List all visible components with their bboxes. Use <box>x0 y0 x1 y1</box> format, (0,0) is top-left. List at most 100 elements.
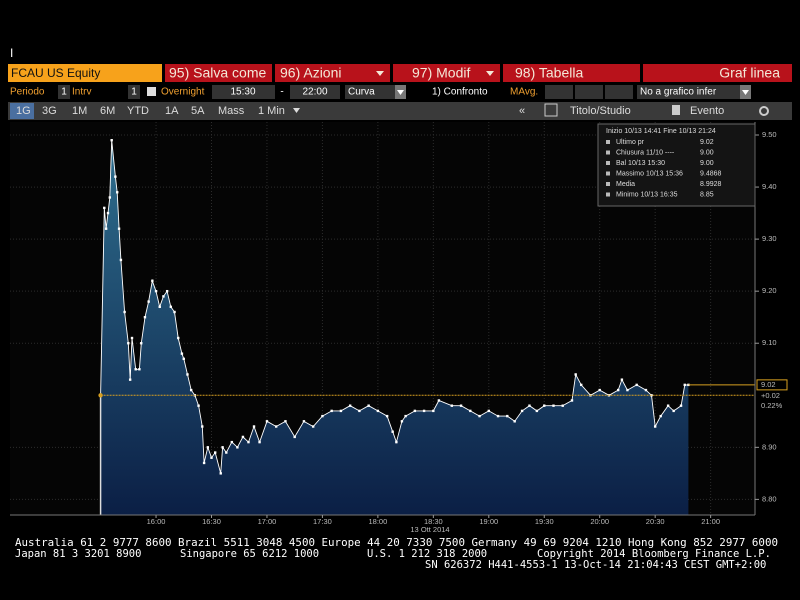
menu-label[interactable]: 96) Azioni <box>280 65 341 81</box>
mavg[interactable]: MAvg. <box>510 87 538 98</box>
x-axis-label: 13 Ott 2014 <box>410 525 449 534</box>
point <box>598 388 601 392</box>
menu-button[interactable] <box>275 64 390 82</box>
point <box>659 414 662 418</box>
mavg-field[interactable] <box>605 85 633 99</box>
period-field[interactable] <box>58 85 70 99</box>
end-time[interactable]: 22:00 <box>302 87 327 98</box>
settings-icon[interactable] <box>759 106 769 116</box>
point <box>487 409 490 413</box>
point <box>173 310 176 314</box>
point <box>321 414 324 418</box>
reference-dot <box>98 393 103 398</box>
point <box>117 227 121 230</box>
point <box>108 196 112 199</box>
interval[interactable]: 1 <box>131 87 137 98</box>
point <box>570 399 574 402</box>
point <box>151 279 154 282</box>
menu-button[interactable] <box>643 64 792 82</box>
x-tick-label: 18:30 <box>424 517 443 526</box>
point <box>114 175 117 178</box>
point <box>620 378 624 381</box>
point <box>206 446 210 449</box>
tab[interactable]: 1M <box>72 105 87 117</box>
interval-label: Intrv <box>72 87 91 98</box>
mavg-field[interactable] <box>575 85 603 99</box>
point <box>219 472 222 475</box>
point <box>119 258 123 262</box>
point <box>395 440 398 444</box>
x-tick-label: 16:30 <box>202 517 221 526</box>
end-field[interactable] <box>290 85 340 99</box>
point <box>450 404 454 407</box>
point <box>311 425 315 428</box>
point <box>437 399 441 402</box>
info-label: Chiusura 11/10 ---- <box>616 149 675 156</box>
lower-chart[interactable]: No a grafico infer <box>640 87 717 98</box>
point <box>391 430 394 433</box>
point <box>520 409 524 413</box>
mavg-field[interactable] <box>545 85 573 99</box>
security-field[interactable] <box>8 64 162 82</box>
tab[interactable]: 1A <box>165 105 179 117</box>
style[interactable]: Curva <box>348 87 375 98</box>
collapse[interactable]: « <box>519 105 525 117</box>
info-value: 9.00 <box>700 160 714 167</box>
start-field[interactable] <box>212 85 275 99</box>
tab[interactable]: Mass <box>218 105 245 117</box>
point <box>154 289 158 293</box>
lower-field[interactable] <box>637 85 740 99</box>
point <box>367 404 370 407</box>
point <box>230 440 234 444</box>
area <box>100 140 689 515</box>
tab[interactable]: 5A <box>191 105 205 117</box>
info-label: Minimo 10/13 16:35 <box>616 191 678 198</box>
point <box>422 409 426 413</box>
period-label: Periodo <box>10 87 45 98</box>
interval-field[interactable] <box>128 85 140 99</box>
point <box>134 368 137 371</box>
dropdown-arrow <box>397 90 404 95</box>
menu-button[interactable] <box>165 64 272 82</box>
point <box>140 342 143 345</box>
menu-label[interactable]: 98) Tabella <box>515 65 583 81</box>
compare[interactable]: 1) Confronto <box>432 87 488 98</box>
point <box>130 336 134 340</box>
point <box>653 425 657 428</box>
y-tick-label: 9.40 <box>762 182 777 191</box>
tool[interactable]: Titolo/Studio <box>570 105 631 117</box>
point <box>201 425 204 428</box>
point <box>284 420 287 423</box>
menu-button[interactable] <box>503 64 640 82</box>
point <box>241 435 245 439</box>
point <box>339 409 343 413</box>
checkbox[interactable] <box>147 87 156 96</box>
tab[interactable]: 6M <box>100 105 115 117</box>
tab[interactable]: 1G <box>16 105 31 117</box>
period[interactable]: 1 <box>61 87 67 98</box>
tab-active[interactable] <box>10 103 34 119</box>
menu-button[interactable] <box>393 64 500 82</box>
point <box>189 388 193 392</box>
x-tick-label: 19:00 <box>479 517 498 526</box>
tab[interactable]: YTD <box>127 105 149 117</box>
tool[interactable]: Evento <box>690 105 724 117</box>
dropdown-arrow <box>742 90 749 95</box>
info-icon <box>606 150 610 155</box>
info-icon <box>606 140 610 144</box>
last-price-box <box>756 379 788 391</box>
tab[interactable]: 3G <box>42 105 57 117</box>
start-time[interactable]: 15:30 <box>230 87 255 98</box>
point <box>506 414 509 418</box>
menu-label[interactable]: 95) Salva come <box>169 65 266 81</box>
point <box>162 295 165 298</box>
tab[interactable]: 1 Min <box>258 105 285 117</box>
security[interactable]: FCAU US Equity <box>11 66 100 80</box>
info-icon <box>606 192 610 197</box>
menu-label[interactable]: 97) Modif <box>412 65 470 81</box>
style-field[interactable] <box>345 85 395 99</box>
overnight-label: Overnight <box>161 87 205 98</box>
menu-label[interactable]: Graf linea <box>719 65 780 81</box>
point <box>197 404 200 407</box>
